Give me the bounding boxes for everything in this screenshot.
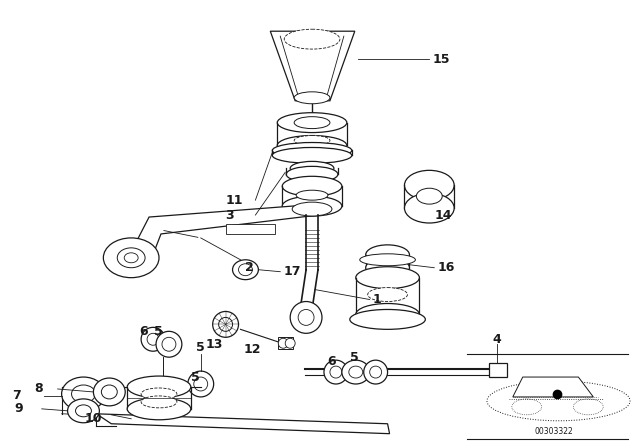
Polygon shape (131, 204, 318, 265)
Ellipse shape (272, 142, 352, 159)
Ellipse shape (487, 381, 630, 421)
Ellipse shape (365, 245, 410, 265)
Ellipse shape (68, 399, 99, 423)
Ellipse shape (282, 196, 342, 216)
Text: 4: 4 (493, 333, 502, 346)
Ellipse shape (290, 161, 334, 175)
Ellipse shape (573, 399, 604, 415)
Ellipse shape (188, 371, 214, 397)
Text: 6: 6 (139, 325, 148, 338)
Text: 7: 7 (12, 389, 20, 402)
Text: 10: 10 (84, 412, 102, 425)
Text: 6: 6 (327, 355, 335, 368)
Ellipse shape (278, 338, 288, 348)
Ellipse shape (141, 388, 177, 400)
Ellipse shape (277, 113, 347, 133)
Ellipse shape (127, 376, 191, 398)
Ellipse shape (72, 385, 95, 403)
Ellipse shape (330, 366, 342, 378)
Ellipse shape (290, 302, 322, 333)
Text: 14: 14 (435, 209, 452, 222)
Ellipse shape (76, 405, 92, 417)
Ellipse shape (296, 190, 328, 200)
Ellipse shape (212, 311, 239, 337)
Ellipse shape (370, 366, 381, 378)
Ellipse shape (349, 366, 363, 378)
Ellipse shape (324, 360, 348, 384)
Ellipse shape (101, 385, 117, 399)
Text: 5: 5 (196, 341, 205, 354)
Ellipse shape (272, 147, 352, 164)
Ellipse shape (103, 238, 159, 278)
Ellipse shape (141, 396, 177, 408)
Ellipse shape (147, 333, 159, 345)
Polygon shape (513, 377, 593, 397)
Ellipse shape (417, 188, 442, 204)
Ellipse shape (61, 377, 106, 411)
Ellipse shape (117, 248, 145, 268)
Text: 11: 11 (225, 194, 243, 207)
Ellipse shape (282, 177, 342, 196)
Ellipse shape (194, 377, 208, 391)
Ellipse shape (286, 166, 338, 182)
Text: 13: 13 (205, 338, 223, 351)
Ellipse shape (232, 260, 259, 280)
Ellipse shape (162, 337, 176, 351)
Text: 2: 2 (246, 261, 254, 274)
Text: 5: 5 (191, 370, 200, 383)
Ellipse shape (277, 136, 347, 155)
Ellipse shape (356, 267, 419, 289)
Ellipse shape (124, 253, 138, 263)
Text: 5: 5 (350, 351, 358, 364)
Ellipse shape (298, 310, 314, 325)
Text: 17: 17 (284, 265, 301, 278)
Text: 00303322: 00303322 (534, 427, 573, 436)
Ellipse shape (294, 92, 330, 104)
Text: 16: 16 (437, 261, 454, 274)
Ellipse shape (285, 338, 295, 348)
Ellipse shape (404, 170, 454, 200)
Ellipse shape (219, 318, 232, 332)
Ellipse shape (512, 399, 541, 415)
Ellipse shape (156, 332, 182, 357)
Text: 12: 12 (243, 343, 261, 356)
Bar (225, 224, 275, 234)
Ellipse shape (404, 193, 454, 223)
Bar (489, 363, 507, 377)
Ellipse shape (342, 360, 370, 384)
Text: 3: 3 (225, 209, 234, 222)
Polygon shape (97, 414, 390, 434)
Ellipse shape (284, 29, 340, 49)
Text: 9: 9 (14, 402, 22, 415)
Ellipse shape (294, 116, 330, 129)
Ellipse shape (239, 264, 252, 276)
Ellipse shape (356, 303, 419, 325)
Ellipse shape (360, 254, 415, 266)
Ellipse shape (368, 288, 408, 302)
Ellipse shape (127, 398, 191, 420)
Ellipse shape (292, 202, 332, 216)
Ellipse shape (93, 378, 125, 406)
Ellipse shape (141, 327, 165, 351)
Bar (278, 337, 293, 349)
Ellipse shape (364, 360, 388, 384)
Ellipse shape (365, 258, 410, 278)
Text: 15: 15 (432, 52, 450, 65)
Ellipse shape (294, 136, 330, 146)
Text: 8: 8 (34, 383, 42, 396)
Text: 5: 5 (154, 325, 163, 338)
Polygon shape (270, 31, 355, 101)
Ellipse shape (350, 310, 426, 329)
Text: 1: 1 (372, 293, 381, 306)
